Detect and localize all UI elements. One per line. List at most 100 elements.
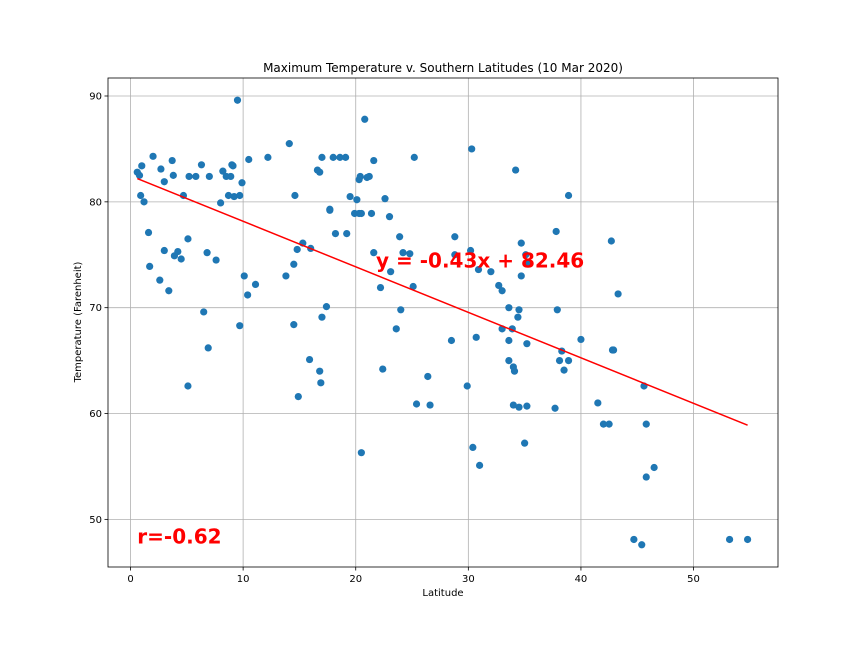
- data-point: [367, 209, 376, 218]
- data-point: [160, 178, 168, 186]
- data-point: [638, 541, 646, 549]
- data-point: [564, 191, 573, 200]
- data-point: [614, 290, 622, 298]
- data-point: [392, 325, 400, 333]
- data-point: [517, 272, 525, 280]
- data-point: [285, 140, 293, 148]
- data-point: [495, 281, 503, 290]
- data-point: [551, 404, 559, 412]
- data-point: [510, 367, 519, 375]
- data-point: [607, 237, 615, 245]
- data-point: [605, 420, 613, 428]
- data-point: [331, 229, 340, 238]
- chart-title: Maximum Temperature v. Southern Latitude…: [263, 61, 623, 75]
- data-point: [316, 168, 324, 176]
- data-point: [149, 152, 157, 160]
- data-point: [365, 172, 373, 181]
- data-point: [137, 191, 145, 200]
- data-point: [451, 251, 459, 259]
- data-point: [165, 287, 173, 295]
- data-point: [522, 251, 530, 259]
- x-tick-label: 0: [127, 574, 133, 585]
- data-point: [204, 344, 212, 352]
- data-point: [200, 308, 208, 316]
- data-point: [240, 272, 248, 280]
- data-point: [282, 272, 290, 280]
- data-point: [399, 249, 407, 257]
- data-point: [336, 153, 344, 161]
- data-point: [505, 304, 513, 312]
- data-point: [184, 235, 192, 243]
- data-point: [318, 153, 326, 161]
- y-tick-label: 90: [89, 91, 102, 102]
- data-point: [451, 233, 459, 241]
- data-point: [135, 171, 144, 179]
- data-point: [447, 336, 456, 345]
- data-point: [512, 166, 520, 174]
- data-point: [521, 439, 529, 447]
- data-point: [599, 420, 608, 428]
- correlation-label: r=-0.62: [137, 525, 221, 549]
- data-point: [743, 535, 752, 544]
- data-point: [466, 246, 475, 255]
- data-point: [552, 227, 560, 236]
- data-point: [236, 191, 244, 200]
- grid-lines: [108, 78, 778, 567]
- data-point: [212, 256, 220, 264]
- data-point: [630, 535, 638, 544]
- data-point: [305, 355, 314, 364]
- regression-line-group: [136, 177, 748, 426]
- x-tick-label: 20: [349, 574, 362, 585]
- data-point: [474, 265, 483, 274]
- data-point: [184, 382, 192, 390]
- x-tick-label: 40: [575, 574, 588, 585]
- data-point: [290, 321, 298, 329]
- data-point: [357, 449, 365, 457]
- data-point: [475, 461, 484, 469]
- data-point: [219, 167, 227, 175]
- data-point: [291, 191, 299, 200]
- data-point: [157, 165, 165, 173]
- data-point: [387, 268, 395, 276]
- data-point: [564, 357, 573, 365]
- data-point: [509, 401, 517, 409]
- data-point: [381, 195, 389, 203]
- data-point: [410, 153, 418, 161]
- data-points: [133, 96, 752, 549]
- data-point: [290, 260, 298, 268]
- data-point: [238, 179, 246, 187]
- data-point: [472, 333, 480, 341]
- data-point: [560, 366, 568, 374]
- data-point: [356, 172, 364, 181]
- data-point: [346, 192, 354, 201]
- data-point: [412, 400, 421, 408]
- data-point: [379, 365, 387, 373]
- data-point: [357, 209, 365, 218]
- data-point: [224, 191, 233, 200]
- data-point: [523, 340, 531, 348]
- data-point: [293, 245, 301, 254]
- data-point: [424, 372, 432, 381]
- data-point: [160, 246, 168, 255]
- data-point: [498, 287, 506, 295]
- regression-line: [136, 177, 748, 426]
- data-point: [514, 313, 522, 321]
- y-tick-label: 50: [89, 515, 102, 526]
- y-tick-label: 80: [89, 197, 102, 208]
- data-point: [156, 276, 164, 284]
- data-point: [353, 196, 361, 204]
- data-point: [370, 156, 378, 165]
- data-point: [230, 192, 238, 201]
- data-point: [264, 153, 272, 161]
- data-point: [487, 268, 495, 276]
- data-point: [322, 303, 331, 311]
- data-point: [463, 382, 471, 390]
- data-point: [317, 379, 325, 387]
- data-point: [229, 162, 237, 170]
- data-point: [515, 403, 523, 411]
- data-point: [385, 213, 394, 221]
- data-point: [505, 336, 513, 345]
- data-point: [396, 233, 404, 241]
- data-point: [609, 346, 618, 354]
- data-point: [468, 145, 476, 153]
